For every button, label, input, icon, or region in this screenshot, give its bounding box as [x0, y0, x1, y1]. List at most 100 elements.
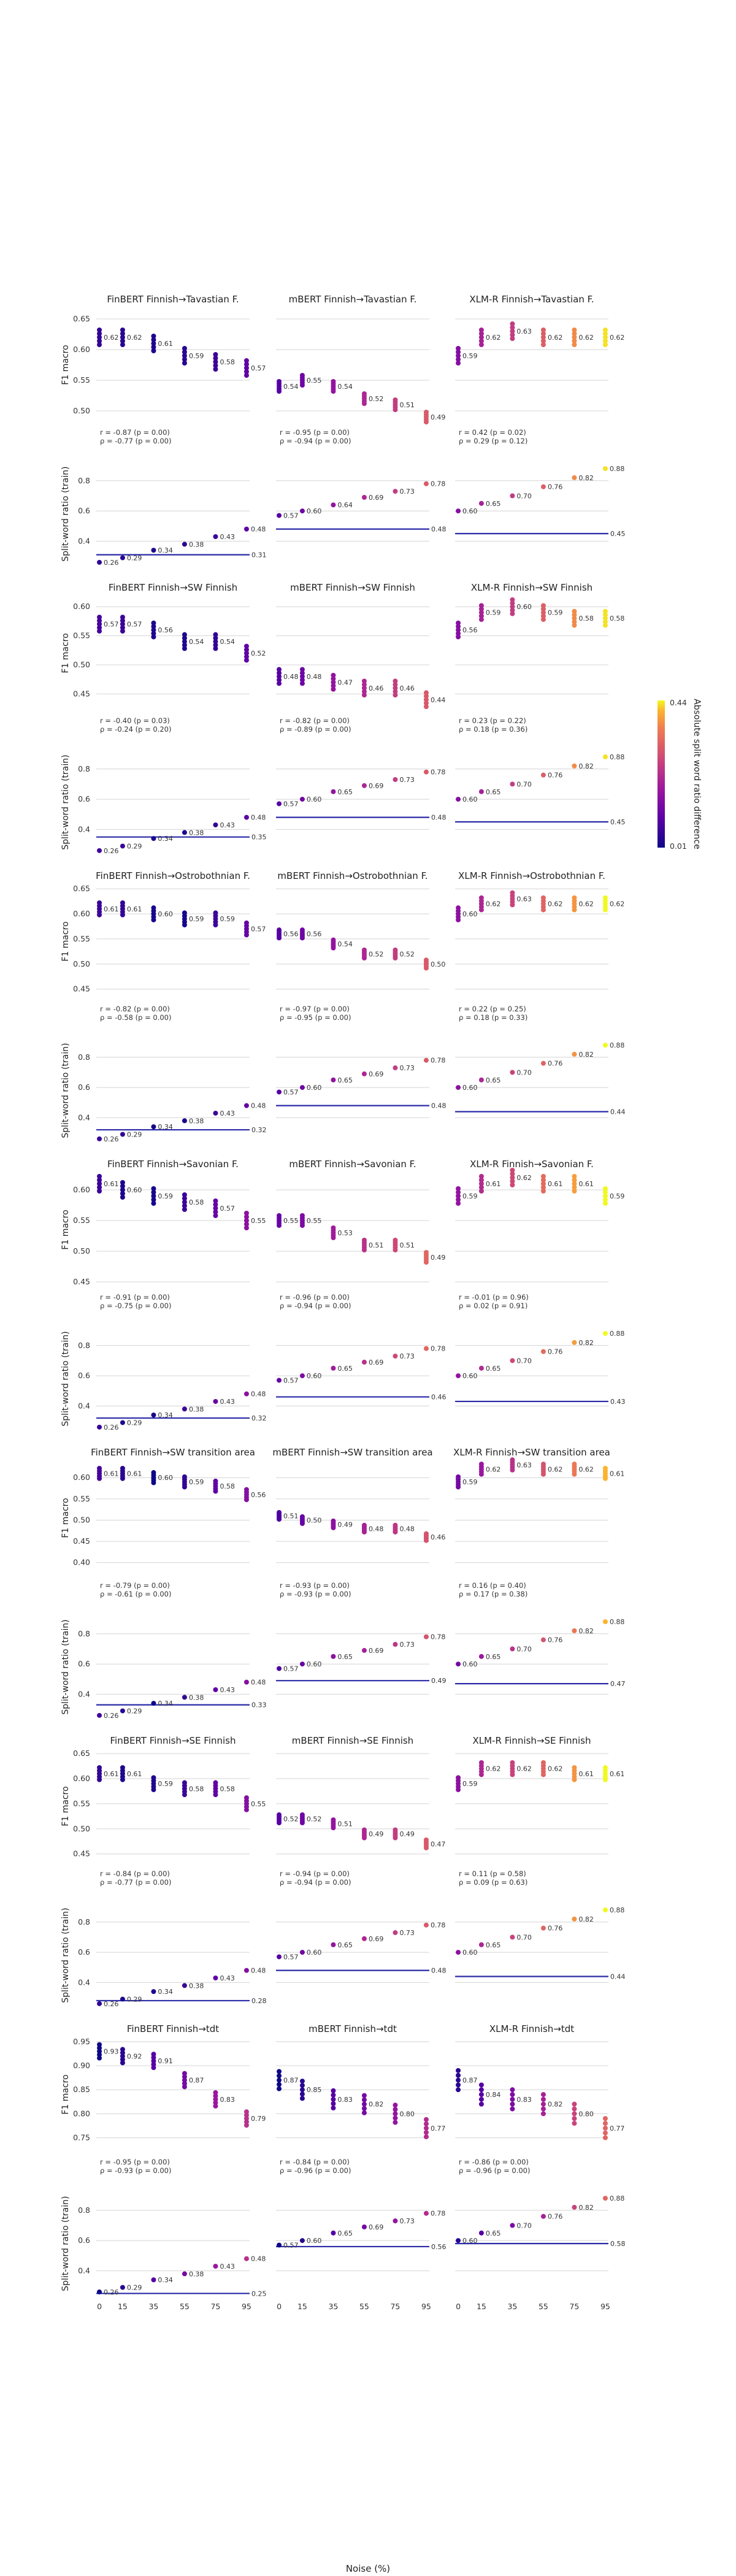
f1-point	[456, 1197, 461, 1202]
split-point	[572, 1628, 577, 1633]
target-split-label: 0.48	[431, 814, 447, 822]
f1-tick-label: 0.60	[73, 1185, 90, 1194]
split-value-label: 0.70	[516, 2221, 532, 2229]
split-point	[540, 1349, 546, 1354]
f1-point	[243, 1218, 249, 1223]
split-point	[423, 1634, 429, 1639]
f1-point	[277, 1510, 282, 1515]
f1-point	[572, 608, 577, 614]
split-point	[182, 2271, 187, 2277]
f1-point	[540, 1178, 546, 1183]
f1-point	[423, 1250, 429, 1255]
split-point	[243, 2256, 249, 2261]
x-tick-label: 55	[359, 2302, 369, 2311]
f1-mean-label: 0.56	[462, 626, 478, 634]
split-point	[299, 1662, 305, 1667]
f1-mean-label: 0.63	[516, 328, 532, 335]
f1-point	[602, 616, 608, 621]
colorbar-gradient	[657, 700, 665, 848]
f1-point	[243, 1225, 249, 1230]
f1-mean-label: 0.47	[431, 1840, 446, 1848]
split-value-label: 0.43	[220, 1974, 235, 1982]
split-point	[299, 508, 305, 514]
split-value-label: 0.29	[127, 554, 142, 562]
split-point	[510, 1070, 515, 1075]
f1-point	[151, 905, 156, 911]
f1-point	[602, 608, 608, 614]
f1-point	[182, 910, 187, 916]
f1-point	[213, 1209, 218, 1214]
correlation-r: r = -0.01 (p = 0.96)	[459, 1293, 529, 1301]
f1-point	[602, 335, 608, 340]
split-tick-label: 0.8	[78, 2206, 90, 2215]
f1-tick-label: 0.65	[73, 1749, 90, 1758]
split-value-label: 0.57	[283, 800, 299, 808]
correlation-r: r = -0.94 (p = 0.00)	[280, 1869, 350, 1878]
split-point	[540, 772, 546, 778]
split-value-label: 0.29	[127, 2283, 142, 2291]
colorbar-min-label: 0.01	[670, 841, 687, 851]
f1-point	[510, 611, 515, 616]
target-split-label: 0.35	[251, 834, 267, 841]
split-value-label: 0.26	[104, 1424, 119, 1432]
f1-mean-label: 0.61	[127, 905, 142, 913]
f1-point	[331, 680, 336, 685]
split-value-label: 0.70	[516, 780, 532, 788]
split-tick-label: 0.4	[78, 1689, 90, 1698]
f1-point	[97, 342, 102, 347]
f1-axis-label: F1 macro	[61, 2074, 71, 2114]
f1-mean-label: 0.61	[610, 1770, 625, 1778]
f1-point	[213, 646, 218, 651]
f1-point	[182, 346, 187, 351]
f1-point	[97, 335, 102, 340]
f1-point	[361, 685, 367, 691]
f1-point	[393, 947, 398, 953]
f1-point	[243, 2123, 249, 2128]
correlation-r: r = -0.97 (p = 0.00)	[280, 1005, 350, 1013]
f1-point	[510, 890, 515, 895]
f1-point	[572, 1185, 577, 1190]
split-tick-label: 0.4	[78, 1401, 90, 1410]
f1-point	[572, 1462, 577, 1467]
f1-point	[540, 2096, 546, 2102]
f1-point	[540, 613, 546, 619]
f1-point	[456, 624, 461, 629]
split-point	[602, 1043, 608, 1048]
f1-point	[151, 341, 156, 346]
f1-mean-label: 0.56	[251, 1491, 266, 1499]
f1-point	[213, 352, 218, 357]
split-tick-label: 0.6	[78, 794, 90, 803]
split-point	[97, 1136, 102, 1141]
f1-point	[572, 616, 577, 621]
split-point	[361, 2224, 367, 2229]
correlation-r: r = 0.22 (p = 0.25)	[459, 1005, 526, 1013]
split-value-label: 0.73	[399, 1064, 415, 1072]
f1-point	[243, 366, 249, 370]
panel-4-2: mBERT Finnish→Savonian F. 0.55 0.55 0.53 0.5…	[276, 1159, 447, 1406]
f1-point	[510, 1457, 515, 1463]
split-point	[510, 781, 515, 787]
x-axis-label: Noise (%)	[346, 2563, 390, 2574]
f1-point	[97, 2055, 102, 2061]
split-value-label: 0.76	[548, 483, 563, 491]
f1-point	[393, 2107, 398, 2112]
f1-point	[277, 677, 282, 683]
f1-point	[182, 350, 187, 355]
f1-point	[97, 1181, 102, 1186]
split-point	[361, 1071, 367, 1076]
f1-point	[120, 1195, 125, 1200]
f1-point	[510, 600, 515, 606]
x-tick-label: 35	[148, 2302, 158, 2311]
f1-point	[572, 328, 577, 332]
f1-point	[331, 673, 336, 678]
target-split-label: 0.46	[431, 1393, 447, 1401]
f1-point	[97, 339, 102, 343]
panel-title: mBERT Finnish→Savonian F.	[289, 1159, 416, 1170]
f1-point	[213, 363, 218, 368]
f1-point	[277, 2077, 282, 2083]
f1-axis-label: F1 macro	[61, 1209, 71, 1249]
f1-point	[182, 1207, 187, 1212]
target-split-label: 0.32	[251, 1414, 267, 1422]
f1-tick-label: 0.60	[73, 602, 90, 611]
split-value-label: 0.76	[548, 772, 563, 780]
